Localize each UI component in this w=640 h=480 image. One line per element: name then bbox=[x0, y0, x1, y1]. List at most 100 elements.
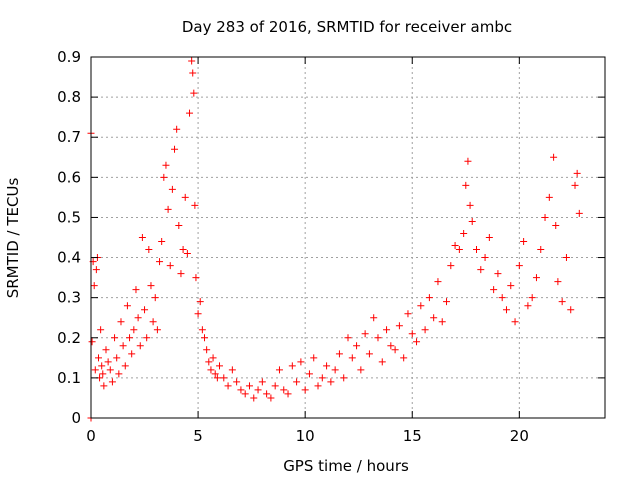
data-point bbox=[481, 254, 489, 262]
data-point bbox=[447, 262, 455, 270]
data-point bbox=[117, 318, 125, 326]
data-point bbox=[164, 205, 172, 213]
data-point bbox=[571, 181, 579, 189]
data-point bbox=[545, 193, 553, 201]
data-point bbox=[331, 366, 339, 374]
chart-title: Day 283 of 2016, SRMTID for receiver amb… bbox=[182, 18, 512, 36]
y-tick-label: 0.3 bbox=[57, 289, 81, 307]
data-point bbox=[97, 326, 105, 334]
data-point bbox=[224, 382, 232, 390]
data-point bbox=[91, 366, 99, 374]
data-point bbox=[541, 213, 549, 221]
data-point bbox=[318, 374, 326, 382]
data-point bbox=[194, 310, 202, 318]
data-point bbox=[528, 294, 536, 302]
data-point bbox=[254, 386, 262, 394]
data-point bbox=[280, 386, 288, 394]
y-tick-label: 0.4 bbox=[57, 249, 81, 267]
data-point bbox=[275, 366, 283, 374]
data-point bbox=[192, 274, 200, 282]
data-point bbox=[147, 282, 155, 290]
data-point bbox=[156, 258, 164, 266]
data-point bbox=[263, 390, 271, 398]
data-point bbox=[550, 153, 558, 161]
grid-lines bbox=[91, 57, 605, 418]
data-point bbox=[271, 382, 279, 390]
data-point bbox=[138, 234, 146, 241]
data-point bbox=[115, 370, 123, 378]
data-point bbox=[460, 229, 468, 237]
x-tick-label: 15 bbox=[403, 427, 422, 445]
data-point bbox=[198, 326, 206, 334]
y-tick-label: 0 bbox=[71, 409, 81, 427]
data-point bbox=[305, 370, 313, 378]
y-tick-label: 0.6 bbox=[57, 168, 81, 186]
data-point bbox=[430, 314, 438, 322]
data-point bbox=[314, 382, 322, 390]
data-point bbox=[88, 338, 96, 346]
data-point bbox=[370, 314, 378, 322]
data-point bbox=[558, 298, 566, 306]
data-point bbox=[391, 346, 399, 354]
data-point bbox=[532, 274, 540, 282]
data-point bbox=[205, 358, 213, 366]
data-point bbox=[408, 330, 416, 338]
data-point bbox=[136, 342, 144, 350]
data-point bbox=[196, 298, 204, 306]
x-tick-label: 10 bbox=[296, 427, 315, 445]
data-point bbox=[485, 234, 493, 241]
data-point bbox=[211, 370, 219, 378]
data-point bbox=[186, 109, 194, 117]
data-point bbox=[323, 362, 331, 370]
data-point bbox=[537, 246, 545, 254]
data-point bbox=[400, 354, 408, 362]
data-point bbox=[134, 314, 142, 322]
data-point bbox=[123, 302, 131, 310]
data-point bbox=[395, 322, 403, 330]
data-point bbox=[365, 350, 373, 358]
data-point bbox=[191, 201, 199, 209]
data-point bbox=[92, 266, 100, 274]
data-point bbox=[189, 69, 197, 77]
data-point bbox=[162, 161, 170, 169]
data-point bbox=[301, 386, 309, 394]
y-tick-label: 0.1 bbox=[57, 369, 81, 387]
data-point bbox=[113, 354, 121, 362]
data-point bbox=[119, 342, 127, 350]
data-point bbox=[413, 338, 421, 346]
data-point bbox=[378, 358, 386, 366]
data-point bbox=[151, 294, 159, 302]
data-point bbox=[507, 282, 515, 290]
data-point bbox=[220, 374, 228, 382]
data-point bbox=[387, 342, 395, 350]
data-point bbox=[327, 378, 335, 386]
data-point bbox=[130, 326, 138, 334]
data-point bbox=[104, 358, 112, 366]
data-point bbox=[126, 334, 134, 342]
data-point bbox=[173, 125, 181, 133]
data-point bbox=[250, 394, 258, 402]
data-point bbox=[183, 250, 191, 258]
data-point bbox=[121, 362, 129, 370]
data-point bbox=[284, 390, 292, 398]
data-point bbox=[434, 278, 442, 286]
data-point bbox=[267, 394, 275, 402]
data-point bbox=[166, 262, 174, 270]
data-point bbox=[567, 306, 575, 314]
data-point bbox=[524, 302, 532, 310]
data-point bbox=[201, 334, 209, 342]
data-point bbox=[455, 246, 463, 254]
data-point bbox=[190, 89, 198, 97]
data-point bbox=[348, 354, 356, 362]
data-point bbox=[100, 382, 108, 390]
data-point bbox=[188, 57, 196, 65]
data-point bbox=[149, 318, 157, 326]
data-point bbox=[473, 246, 480, 254]
data-point bbox=[245, 382, 253, 390]
data-point bbox=[575, 209, 583, 217]
data-point bbox=[181, 193, 189, 201]
data-point bbox=[132, 286, 140, 294]
data-point bbox=[258, 378, 266, 386]
y-tick-label: 0.2 bbox=[57, 329, 81, 347]
